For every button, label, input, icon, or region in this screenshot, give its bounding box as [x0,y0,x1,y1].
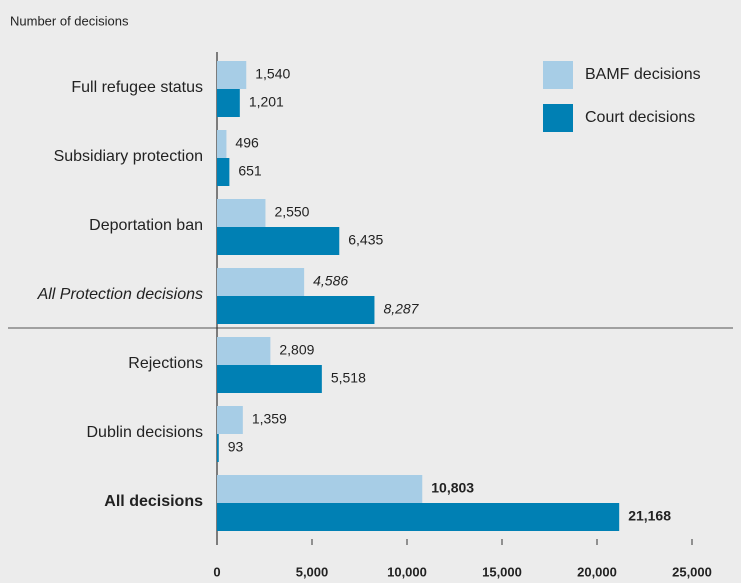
axis-label: Number of decisions [10,13,129,28]
value-label: 2,550 [274,204,309,220]
legend-swatch [543,104,573,132]
value-label: 6,435 [348,232,383,248]
value-label: 1,201 [249,94,284,110]
legend-swatch [543,61,573,89]
value-label: 2,809 [279,342,314,358]
legend-label: BAMF decisions [585,66,701,83]
value-label: 5,518 [331,370,366,386]
value-label: 651 [238,163,262,179]
x-tick-label: 0 [213,564,220,579]
bar [217,434,219,462]
value-label: 4,586 [313,273,348,289]
bar [217,406,243,434]
category-label: All Protection decisions [37,286,203,303]
bar [217,227,340,255]
x-tick-label: 20,000 [577,564,617,579]
bar [217,365,322,393]
category-label: Full refugee status [71,79,203,96]
value-label: 1,540 [255,66,290,82]
value-label: 496 [235,135,259,151]
x-tick-label: 5,000 [296,564,329,579]
bar [217,61,247,89]
bar [217,296,375,324]
x-tick-label: 10,000 [387,564,427,579]
bar [217,89,240,117]
value-label: 1,359 [252,411,287,427]
category-label: Rejections [128,355,203,372]
value-label: 93 [228,439,244,455]
value-label: 10,803 [431,480,474,496]
bar [217,337,271,365]
bar [217,268,305,296]
category-label: Dublin decisions [86,424,203,441]
x-tick-label: 25,000 [672,564,712,579]
bar [217,475,423,503]
category-label: Deportation ban [89,217,203,234]
bar [217,503,620,531]
x-tick-label: 15,000 [482,564,522,579]
value-label: 21,168 [628,508,671,524]
bar [217,158,230,186]
legend-label: Court decisions [585,109,695,126]
value-label: 8,287 [383,301,419,317]
category-label: All decisions [104,493,203,510]
bar [217,199,266,227]
bar [217,130,227,158]
category-label: Subsidiary protection [54,148,203,165]
